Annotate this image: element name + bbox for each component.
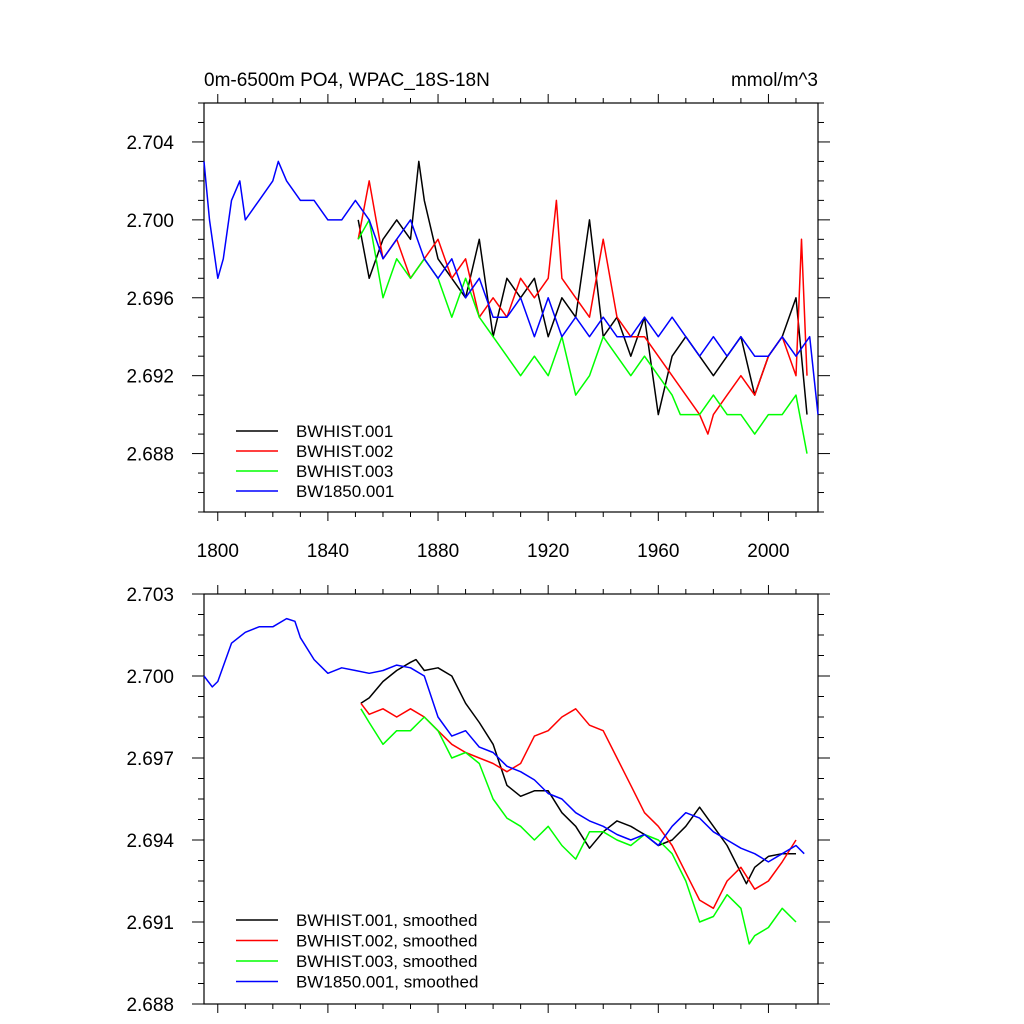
bottom-chart-lines	[203, 617, 805, 945]
top-chart-units: mmol/m^3	[731, 70, 818, 91]
top-legend-label-1: BWHIST.001	[296, 422, 393, 441]
top-series-line-3	[357, 219, 808, 454]
top-xtick-label: 2000	[747, 541, 789, 562]
top-chart-axes: 1800 1840 1880 1920 1960 2000 2.688 2.692 2.696 2…	[126, 94, 830, 562]
bottom-chart-panel: 2.688 2.691 2.694 2.697 2.700 2.703 BWHIST.00…	[126, 585, 830, 1016]
bottom-chart-legend: BWHIST.001, smoothed BWHIST.002, smoothed…	[236, 911, 478, 992]
top-series-line-4	[203, 160, 819, 415]
top-xtick-label: 1880	[417, 541, 459, 562]
bottom-legend-label-4: BW1850.001, smoothed	[296, 973, 478, 992]
bottom-series-line-2	[360, 702, 797, 910]
bottom-ytick-label: 2.697	[126, 749, 174, 770]
bottom-series-line-1	[360, 658, 796, 885]
top-chart-title: 0m-6500m PO4, WPAC_18S-18N	[204, 70, 490, 91]
top-ytick-label: 2.696	[126, 289, 174, 310]
bottom-ytick-label: 2.691	[126, 913, 174, 934]
bottom-series-line-3	[360, 708, 797, 945]
bottom-legend-label-2: BWHIST.002, smoothed	[296, 932, 477, 951]
top-legend-label-3: BWHIST.003	[296, 462, 393, 481]
top-chart-lines	[203, 160, 819, 454]
bottom-ytick-label: 2.694	[126, 831, 174, 852]
bottom-chart-axes: 2.688 2.691 2.694 2.697 2.700 2.703	[126, 585, 830, 1016]
bottom-ytick-label: 2.703	[126, 585, 174, 606]
top-xtick-label: 1960	[637, 541, 679, 562]
bottom-series-line-4	[203, 617, 805, 863]
top-ytick-label: 2.704	[126, 133, 174, 154]
top-plot-frame	[203, 102, 819, 513]
top-legend-label-4: BW1850.001	[296, 482, 394, 501]
top-series-line-2	[357, 180, 808, 435]
bottom-legend-label-3: BWHIST.003, smoothed	[296, 952, 477, 971]
top-chart-panel: 0m-6500m PO4, WPAC_18S-18N mmol/m^3 1800…	[126, 70, 830, 562]
bottom-legend-label-1: BWHIST.001, smoothed	[296, 911, 477, 930]
bottom-ytick-label: 2.700	[126, 667, 174, 688]
top-xtick-label: 1800	[197, 541, 239, 562]
top-ytick-label: 2.688	[126, 445, 174, 466]
bottom-ytick-label: 2.688	[126, 995, 174, 1016]
top-ytick-label: 2.692	[126, 367, 174, 388]
top-xtick-label: 1840	[307, 541, 349, 562]
top-xtick-label: 1920	[527, 541, 569, 562]
top-ytick-label: 2.700	[126, 211, 174, 232]
top-legend-label-2: BWHIST.002	[296, 442, 393, 461]
